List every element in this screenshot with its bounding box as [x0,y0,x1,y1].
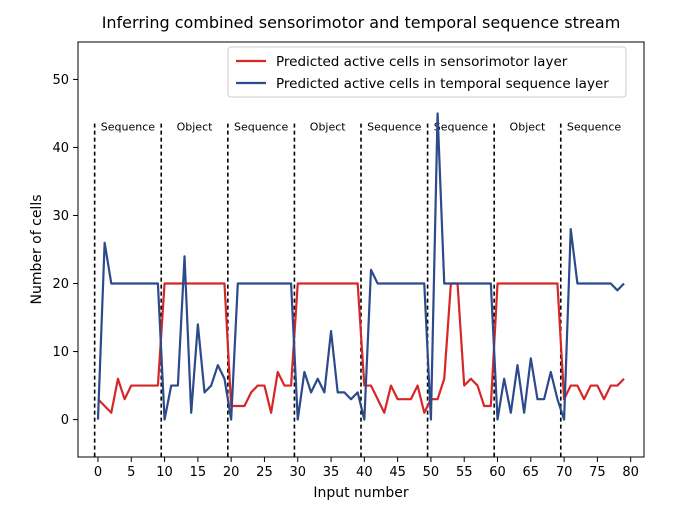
y-tick-label-30: 30 [52,209,69,224]
x-axis-label: Input number [313,485,409,501]
series-line-1 [96,112,625,421]
section-label-3: Object [310,121,347,134]
x-tick-label-10: 10 [156,465,173,480]
x-tick-label-0: 0 [94,465,102,480]
legend: Predicted active cells in sensorimotor l… [227,46,627,98]
x-tick-label-80: 80 [622,465,639,480]
y-tick-label-20: 20 [52,277,69,292]
x-tick-label-20: 20 [223,465,240,480]
legend-label-sensorimotor: Predicted active cells in sensorimotor l… [276,54,568,70]
x-tick-label-5: 5 [127,465,135,480]
x-tick-label-40: 40 [356,465,373,480]
section-label-0: Sequence [101,121,155,134]
series-lines [96,112,625,421]
x-tick-label-30: 30 [289,465,306,480]
x-tick-label-25: 25 [256,465,273,480]
x-tick-label-65: 65 [523,465,540,480]
legend-label-temporal-sequence: Predicted active cells in temporal seque… [276,76,609,92]
section-label-4: Sequence [367,121,421,134]
x-axis-ticks: 0 5 10 15 20 25 30 35 40 45 50 55 60 65 70 75 80 [94,457,639,480]
x-tick-label-70: 70 [556,465,573,480]
section-label-2: Sequence [234,121,288,134]
section-label-1: Object [177,121,214,134]
legend-box [227,46,627,98]
section-label-7: Sequence [567,121,621,134]
y-axis-label: Number of cells [29,194,45,304]
x-tick-label-35: 35 [323,465,340,480]
y-tick-label-10: 10 [52,345,69,360]
x-tick-label-75: 75 [589,465,606,480]
y-tick-label-0: 0 [61,413,69,428]
y-tick-label-40: 40 [52,141,69,156]
section-label-6: Object [510,121,547,134]
section-labels: Sequence Object Sequence Object Sequence Sequ… [101,121,622,134]
x-tick-label-15: 15 [190,465,207,480]
x-tick-label-55: 55 [456,465,473,480]
x-tick-label-45: 45 [389,465,406,480]
section-label-5: Sequence [434,121,488,134]
x-tick-label-50: 50 [423,465,440,480]
chart-title: Inferring combined sensorimotor and temp… [102,13,621,32]
y-axis-ticks: 0 10 20 30 40 50 [52,73,78,428]
x-tick-label-60: 60 [489,465,506,480]
plot-area-frame [77,41,645,458]
y-tick-label-50: 50 [52,73,69,88]
